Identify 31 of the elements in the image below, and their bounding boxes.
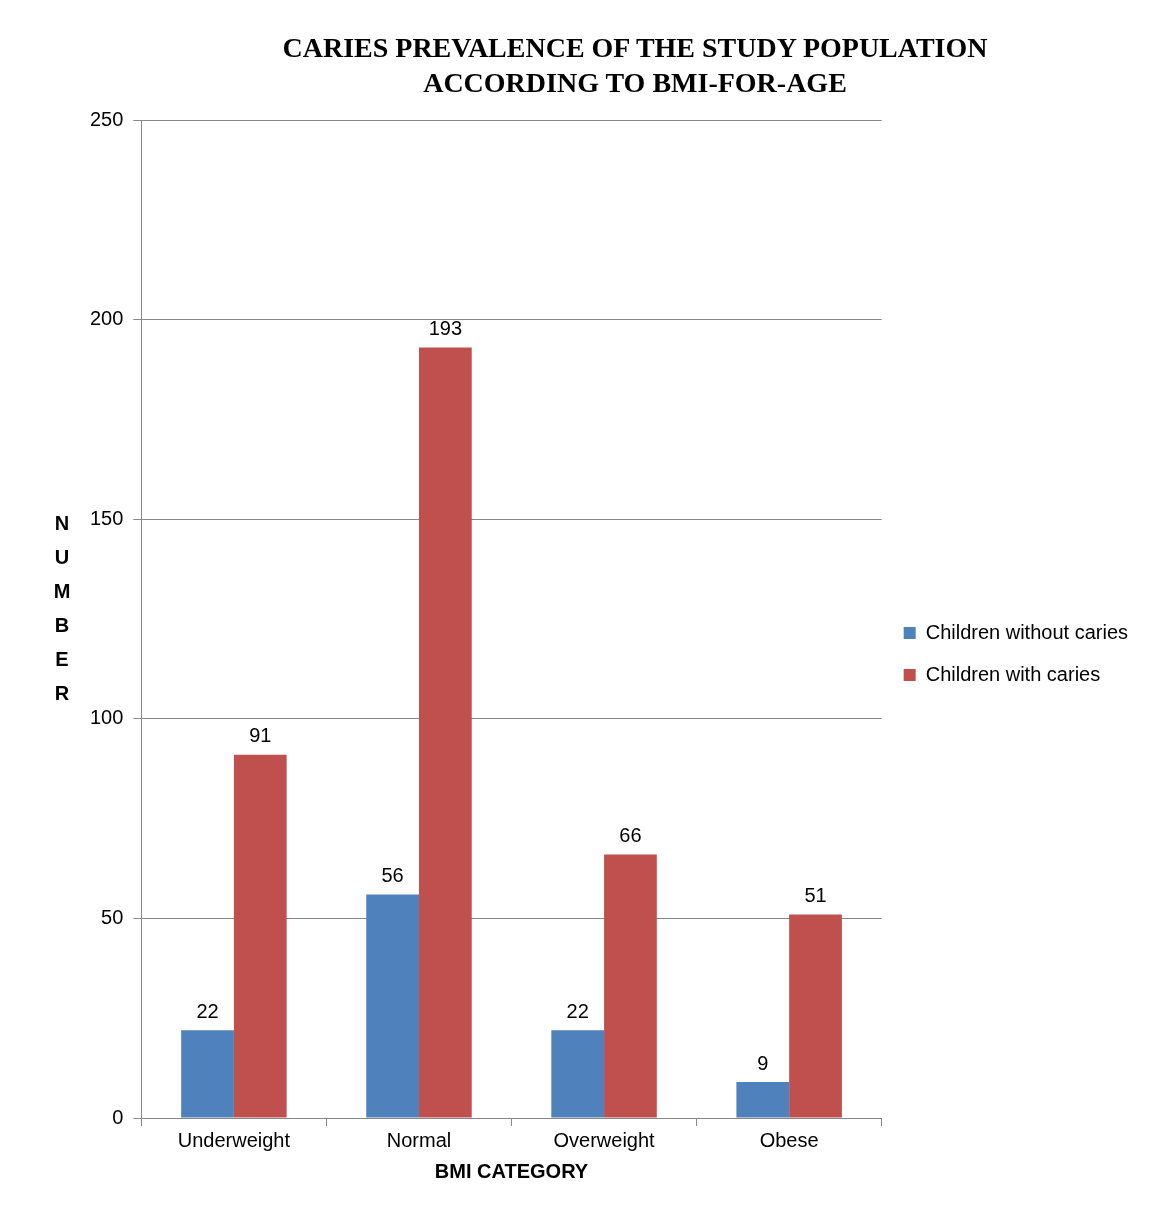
bar	[181, 1030, 234, 1118]
x-tick-label: Normal	[386, 1128, 452, 1151]
y-tick-label: 50	[101, 905, 124, 928]
bar	[604, 854, 657, 1118]
y-tick-label: 0	[112, 1105, 124, 1128]
bar	[789, 914, 842, 1118]
data-label: 193	[428, 317, 463, 340]
y-tick-label: 100	[89, 706, 124, 729]
x-axis-title: BMI CATEGORY	[434, 1159, 589, 1182]
data-label: 66	[619, 824, 642, 847]
y-tick-label: 250	[89, 107, 124, 130]
y-axis-title: NUMBER	[50, 512, 73, 716]
chart-title: CARIES PREVALENCE OF THE STUDY POPULATION ACCORDING TO BMI-FOR-AGE	[281, 31, 989, 100]
data-label: 51	[804, 883, 827, 906]
y-tick-label: 150	[89, 506, 124, 529]
bar	[418, 347, 472, 1118]
data-label: 91	[249, 724, 272, 747]
legend-label: Children with caries	[925, 662, 1101, 685]
bar	[366, 894, 419, 1118]
data-label: 9	[757, 1051, 769, 1074]
data-label: 56	[381, 863, 404, 886]
data-label: 22	[566, 999, 589, 1022]
data-label: 22	[196, 999, 219, 1022]
y-tick-label: 200	[89, 307, 124, 330]
x-tick-label: Overweight	[553, 1128, 656, 1151]
bar	[736, 1082, 790, 1118]
bar	[233, 754, 287, 1118]
x-tick-label: Obese	[759, 1128, 819, 1151]
x-tick-label: Underweight	[177, 1128, 291, 1151]
legend-label: Children without caries	[925, 620, 1129, 643]
bar	[551, 1030, 605, 1118]
